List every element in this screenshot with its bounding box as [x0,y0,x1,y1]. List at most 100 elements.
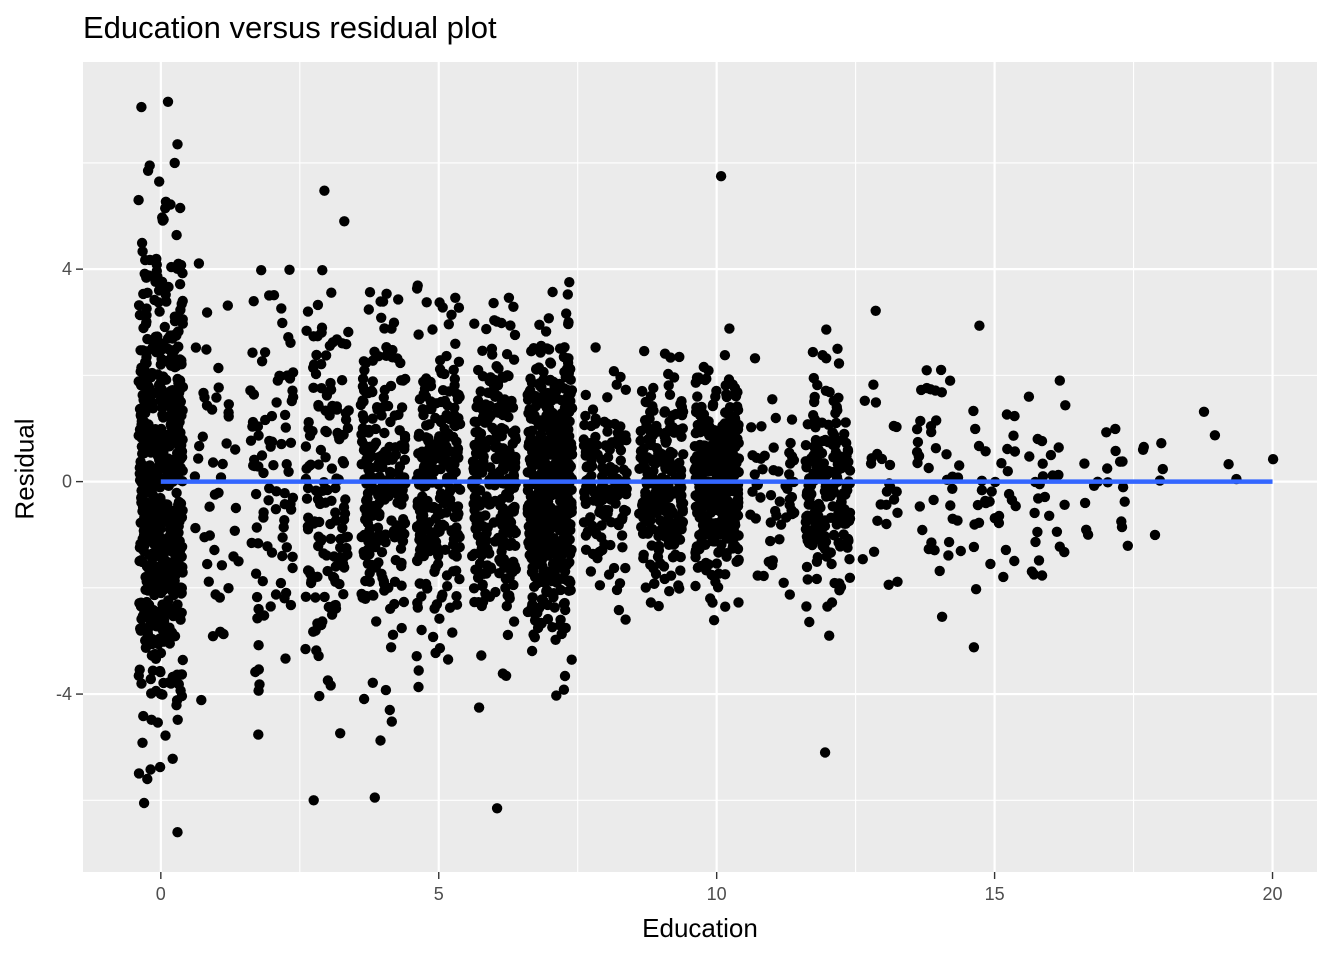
data-point [258,467,269,479]
data-point [701,513,712,524]
data-point [169,157,180,169]
data-point [370,423,381,435]
data-point [360,357,372,369]
x-tick-label: 10 [707,884,727,904]
data-point [156,387,168,398]
data-point [1001,409,1013,420]
data-point [362,558,374,569]
data-point [823,465,834,477]
data-point [256,450,268,461]
data-point [431,599,443,610]
data-point [166,347,177,358]
data-point [820,434,831,446]
data-point [560,604,571,616]
data-point [528,435,539,447]
data-point [363,304,374,315]
data-point [635,435,646,446]
data-point [526,427,537,438]
data-point [473,702,485,713]
data-point [445,483,456,494]
data-point [433,550,444,561]
data-point [830,447,842,458]
data-point [368,590,379,601]
data-point [271,397,282,408]
data-point [217,458,228,470]
data-point [436,415,447,426]
data-point [931,415,942,426]
data-point [526,377,538,389]
data-point [698,361,709,373]
data-point [450,338,461,349]
data-point [947,471,958,482]
data-point [358,693,370,705]
data-point [437,589,448,600]
data-point [471,416,483,428]
data-point [565,546,576,558]
data-point [470,427,481,438]
data-point [700,490,711,502]
data-point [356,429,367,440]
data-point [364,567,375,579]
data-point [661,435,672,446]
data-point [151,621,162,632]
data-point [544,461,555,472]
data-point [785,458,796,469]
data-point [1114,456,1126,467]
data-point [313,459,324,470]
data-point [158,371,169,382]
data-point [767,394,778,405]
data-point [698,443,709,454]
data-point [385,380,397,392]
data-point [384,704,395,716]
data-point [363,387,374,399]
data-point [936,387,947,398]
data-point [915,415,926,427]
data-point [490,452,501,464]
data-point [916,384,927,396]
data-point [716,508,728,519]
data-point [424,517,435,528]
data-point [836,462,847,474]
data-point [694,529,705,541]
data-point [732,433,743,445]
data-point [525,404,536,415]
data-point [595,495,606,506]
data-point [1003,488,1015,500]
data-point [253,729,264,740]
data-point [342,549,353,560]
data-point [822,485,833,497]
data-point [647,524,658,535]
data-point [379,427,390,439]
data-point [1037,458,1048,469]
data-point [310,368,322,380]
data-point [359,529,370,541]
data-point [175,669,187,680]
data-point [325,384,337,395]
data-point [1101,427,1112,438]
data-point [648,563,659,574]
data-point [139,607,150,618]
data-point [321,426,332,438]
data-point [155,454,166,465]
data-point [248,389,260,400]
data-point [541,585,552,597]
data-point [314,690,325,702]
data-point [582,526,593,537]
data-point [384,466,396,478]
data-point [308,795,319,806]
data-point [150,331,161,342]
data-point [620,614,631,625]
data-point [245,435,257,446]
data-point [565,374,576,385]
data-point [229,525,240,536]
data-point [249,460,260,472]
data-point [488,297,499,309]
data-point [162,96,174,108]
data-point [700,557,712,569]
data-point [1036,435,1048,447]
data-point [602,426,613,437]
data-point [666,459,677,470]
data-point [445,446,456,457]
data-point [419,383,431,394]
data-point [721,551,732,562]
